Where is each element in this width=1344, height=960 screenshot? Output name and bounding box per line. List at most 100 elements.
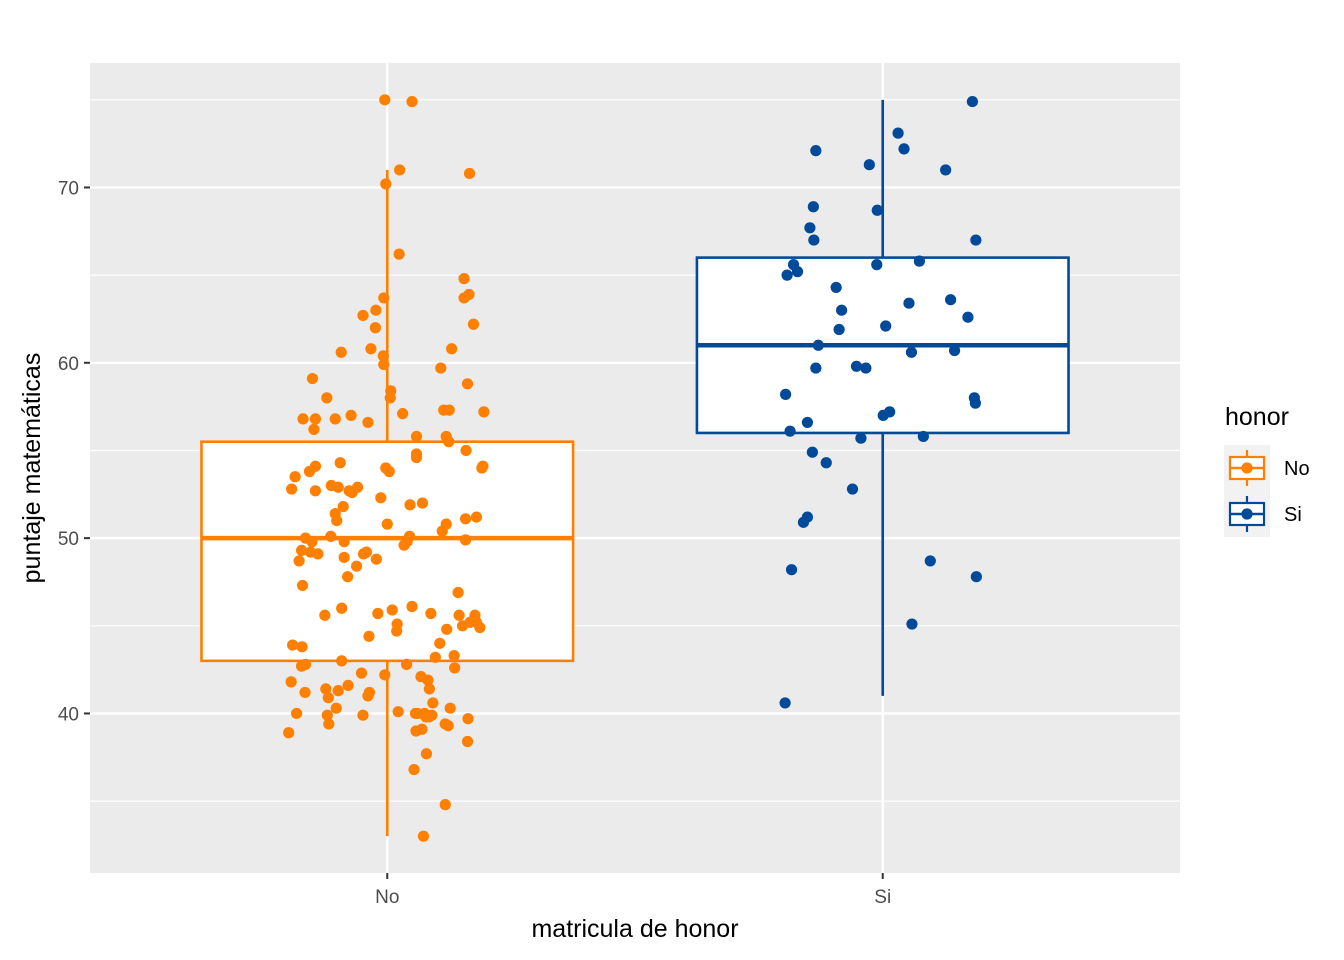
data-point — [970, 571, 982, 583]
data-point — [342, 571, 354, 583]
data-point — [969, 397, 981, 409]
data-point — [293, 555, 305, 567]
data-point — [970, 234, 982, 246]
data-point — [308, 423, 320, 436]
x-tick-label: No — [375, 887, 399, 908]
data-point — [463, 288, 475, 301]
data-point — [780, 388, 792, 400]
data-point — [449, 662, 461, 674]
data-point — [945, 294, 957, 306]
data-point — [332, 685, 344, 697]
data-point — [393, 248, 405, 260]
data-point — [448, 649, 460, 662]
legend-label: Si — [1284, 504, 1302, 526]
data-point — [459, 513, 472, 525]
data-point — [806, 446, 818, 458]
data-point — [342, 679, 354, 692]
data-point — [325, 530, 337, 542]
data-point — [458, 273, 470, 285]
data-point — [892, 127, 904, 139]
data-point — [319, 609, 331, 621]
data-point — [295, 544, 308, 557]
data-point — [351, 481, 364, 493]
data-point — [384, 392, 396, 404]
data-point — [363, 630, 375, 642]
legend: honor No Si — [1224, 403, 1310, 537]
data-point — [850, 360, 863, 372]
data-points — [283, 94, 982, 842]
data-point — [380, 178, 392, 190]
y-tick-label: 60 — [58, 354, 79, 375]
data-point — [436, 525, 448, 537]
boxes — [200, 99, 1070, 837]
data-point — [329, 413, 341, 425]
data-point — [379, 94, 391, 106]
data-point — [283, 727, 295, 739]
data-point — [461, 378, 474, 390]
data-point — [439, 799, 451, 811]
data-point — [357, 709, 369, 721]
data-point — [470, 511, 483, 523]
data-point — [362, 690, 374, 702]
data-point — [434, 637, 446, 649]
data-point — [441, 623, 453, 635]
data-point — [375, 492, 387, 504]
data-point — [422, 674, 434, 686]
data-point — [322, 692, 334, 704]
data-point — [423, 683, 435, 695]
data-point — [808, 234, 820, 246]
x-tick-label: Si — [874, 887, 891, 908]
legend-title: honor — [1225, 403, 1289, 431]
data-point — [299, 686, 311, 699]
data-point — [417, 830, 430, 842]
data-point — [830, 281, 842, 294]
y-tick-label: 70 — [58, 178, 79, 199]
data-point — [291, 707, 303, 720]
data-point — [860, 362, 872, 374]
data-point — [453, 609, 465, 621]
data-point — [810, 362, 822, 374]
x-axis-title: matricula de honor — [531, 915, 738, 943]
data-point — [386, 604, 398, 616]
data-point — [812, 339, 824, 351]
data-point — [372, 607, 384, 620]
data-point — [452, 586, 464, 599]
data-point — [357, 309, 369, 322]
data-point — [408, 763, 420, 776]
data-point — [478, 406, 490, 418]
data-point — [410, 451, 423, 464]
data-point — [467, 318, 480, 330]
data-point — [336, 655, 348, 667]
data-point — [295, 660, 308, 672]
data-point — [807, 201, 819, 213]
data-point — [791, 266, 804, 278]
data-point — [427, 697, 439, 709]
data-point — [400, 658, 413, 670]
data-point — [404, 499, 416, 511]
data-point — [330, 702, 342, 714]
data-point — [286, 483, 298, 495]
data-point — [309, 413, 322, 425]
data-point — [338, 551, 350, 564]
data-point — [846, 483, 859, 495]
data-point — [306, 536, 318, 548]
data-point — [379, 669, 391, 681]
data-point — [903, 297, 915, 309]
data-point — [477, 460, 489, 472]
data-point — [948, 344, 961, 357]
data-point — [306, 372, 319, 385]
data-point — [332, 481, 344, 493]
data-point — [378, 292, 390, 304]
data-point — [323, 718, 335, 730]
box-iqr — [200, 440, 575, 663]
data-point — [369, 322, 381, 334]
data-point — [429, 651, 441, 663]
data-point — [962, 311, 974, 323]
data-point — [877, 409, 889, 422]
data-point — [410, 430, 423, 443]
data-point — [804, 222, 816, 234]
data-point — [442, 720, 454, 732]
data-point — [905, 346, 918, 358]
data-point — [871, 204, 883, 216]
